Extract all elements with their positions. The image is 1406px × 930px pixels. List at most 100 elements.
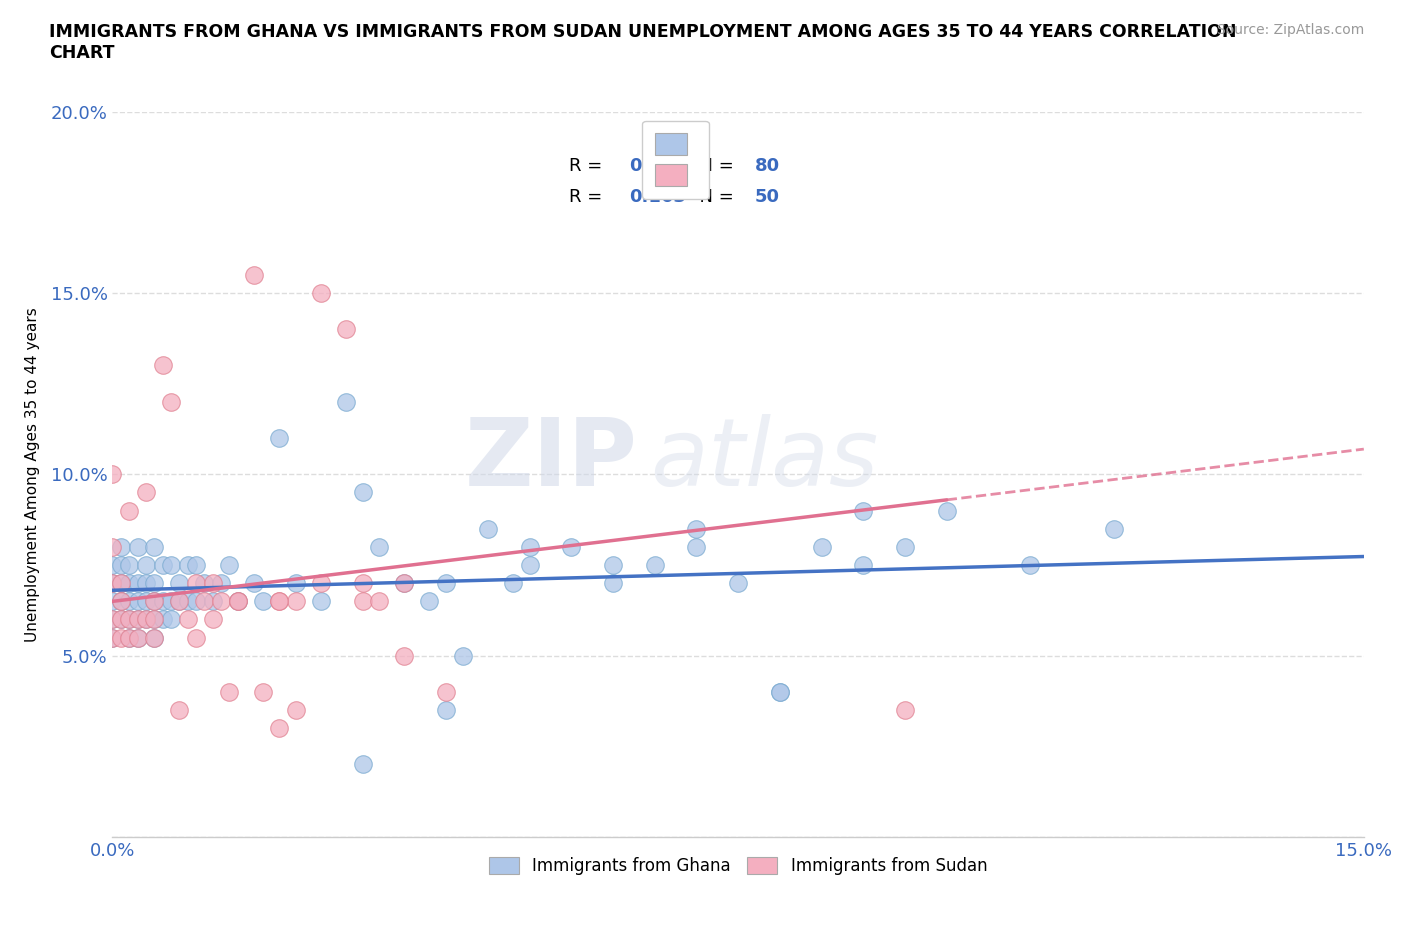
Point xyxy=(143,631,166,645)
Legend: Immigrants from Ghana, Immigrants from Sudan: Immigrants from Ghana, Immigrants from S… xyxy=(481,848,995,884)
Point xyxy=(127,612,149,627)
Point xyxy=(394,648,416,663)
Point xyxy=(226,594,249,609)
Point xyxy=(135,576,157,591)
Point xyxy=(685,539,707,554)
Point xyxy=(176,612,198,627)
Point xyxy=(285,703,308,718)
Point xyxy=(193,594,215,609)
Point xyxy=(152,594,174,609)
Point xyxy=(451,648,474,663)
Point xyxy=(101,612,124,627)
Point xyxy=(101,631,124,645)
Point xyxy=(160,594,183,609)
Point xyxy=(352,576,374,591)
Point xyxy=(152,612,174,627)
Point xyxy=(201,594,224,609)
Point xyxy=(685,521,707,536)
Text: 80: 80 xyxy=(755,157,779,175)
Point xyxy=(160,558,183,573)
Point xyxy=(110,594,132,609)
Point xyxy=(201,576,224,591)
Text: atlas: atlas xyxy=(651,414,879,505)
Point xyxy=(135,485,157,500)
Point xyxy=(118,612,141,627)
Point xyxy=(127,594,149,609)
Point xyxy=(160,394,183,409)
Point xyxy=(1019,558,1042,573)
Text: IMMIGRANTS FROM GHANA VS IMMIGRANTS FROM SUDAN UNEMPLOYMENT AMONG AGES 35 TO 44 : IMMIGRANTS FROM GHANA VS IMMIGRANTS FROM… xyxy=(49,23,1237,62)
Point xyxy=(352,485,374,500)
Point xyxy=(152,358,174,373)
Point xyxy=(143,594,166,609)
Point xyxy=(193,576,215,591)
Text: 0.140: 0.140 xyxy=(630,157,686,175)
Point xyxy=(252,594,274,609)
Point xyxy=(285,576,308,591)
Point xyxy=(434,576,457,591)
Point xyxy=(101,594,124,609)
Point xyxy=(118,631,141,645)
Point xyxy=(143,594,166,609)
Point xyxy=(309,594,332,609)
Point xyxy=(184,594,207,609)
Point xyxy=(127,631,149,645)
Point xyxy=(110,631,132,645)
Point xyxy=(101,576,124,591)
Text: 0.163: 0.163 xyxy=(630,188,686,206)
Point xyxy=(285,594,308,609)
Point xyxy=(894,539,917,554)
Point xyxy=(269,721,291,736)
Point xyxy=(135,594,157,609)
Point xyxy=(101,539,124,554)
Point xyxy=(110,539,132,554)
Point xyxy=(152,558,174,573)
Text: ZIP: ZIP xyxy=(465,414,638,506)
Text: R =: R = xyxy=(569,188,609,206)
Point xyxy=(519,539,541,554)
Point xyxy=(209,594,232,609)
Point xyxy=(118,503,141,518)
Point xyxy=(368,539,391,554)
Text: Source: ZipAtlas.com: Source: ZipAtlas.com xyxy=(1216,23,1364,37)
Point xyxy=(167,576,190,591)
Point xyxy=(184,558,207,573)
Point xyxy=(110,594,132,609)
Point xyxy=(118,576,141,591)
Point xyxy=(769,684,792,699)
Point xyxy=(101,558,124,573)
Point xyxy=(167,594,190,609)
Point xyxy=(127,612,149,627)
Point xyxy=(160,612,183,627)
Point xyxy=(434,703,457,718)
Point xyxy=(602,576,624,591)
Point xyxy=(810,539,832,554)
Point xyxy=(226,594,249,609)
Point xyxy=(394,576,416,591)
Point xyxy=(143,631,166,645)
Point xyxy=(852,503,875,518)
Text: N =: N = xyxy=(688,157,740,175)
Point xyxy=(269,594,291,609)
Point xyxy=(143,612,166,627)
Point xyxy=(252,684,274,699)
Point xyxy=(269,431,291,445)
Point xyxy=(226,594,249,609)
Point xyxy=(143,576,166,591)
Point xyxy=(127,576,149,591)
Point xyxy=(110,558,132,573)
Point xyxy=(1102,521,1125,536)
Point xyxy=(935,503,957,518)
Point xyxy=(118,612,141,627)
Point xyxy=(894,703,917,718)
Point xyxy=(769,684,792,699)
Point xyxy=(143,539,166,554)
Point xyxy=(852,558,875,573)
Point xyxy=(176,594,198,609)
Text: 50: 50 xyxy=(755,188,779,206)
Point xyxy=(644,558,666,573)
Point xyxy=(110,576,132,591)
Point xyxy=(269,594,291,609)
Point xyxy=(502,576,524,591)
Point xyxy=(101,631,124,645)
